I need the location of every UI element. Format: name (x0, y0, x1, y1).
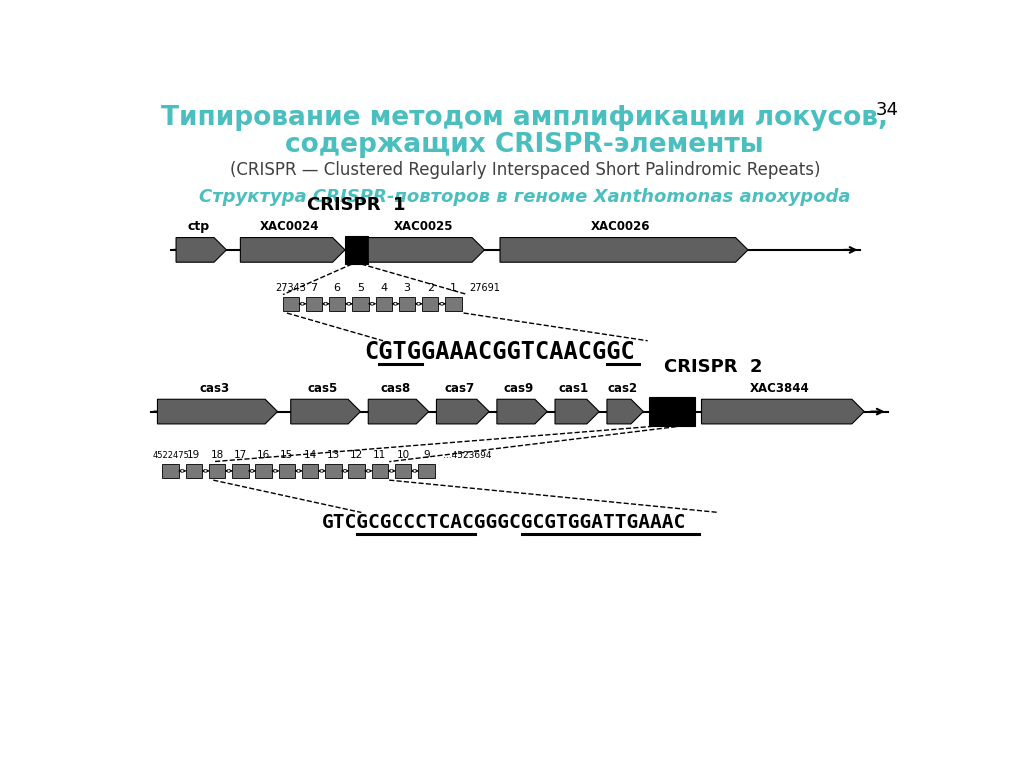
Text: cas7: cas7 (444, 382, 475, 395)
Bar (279, 464, 295, 478)
Text: Структура CRISPR-повторов в геноме Xanthomonas anoxypoda: Структура CRISPR-повторов в геноме Xanth… (199, 188, 851, 206)
Text: 14: 14 (303, 450, 316, 460)
Bar (345, 235, 369, 264)
Polygon shape (436, 400, 489, 424)
Text: CGTGGAAACGGTCAACGGC: CGTGGAAACGGTCAACGGC (365, 340, 635, 364)
Text: cas9: cas9 (504, 382, 535, 395)
Text: 1: 1 (450, 283, 457, 293)
Text: 18: 18 (211, 450, 224, 460)
Text: cas8: cas8 (380, 382, 411, 395)
Bar (348, 464, 365, 478)
Text: cas1: cas1 (559, 382, 589, 395)
Text: XAC0024: XAC0024 (260, 220, 319, 233)
Text: 4: 4 (380, 283, 387, 293)
Text: 12: 12 (350, 450, 364, 460)
Text: GTCGCGCCCTCACGGGCGCGTGGATTGAAAC: GTCGCGCCCTCACGGGCGCGTGGATTGAAAC (322, 513, 686, 532)
Polygon shape (369, 238, 484, 262)
Bar (163, 464, 179, 478)
Bar (399, 297, 415, 311)
Text: 3: 3 (403, 283, 411, 293)
Text: 9: 9 (423, 450, 430, 460)
Bar (372, 464, 388, 478)
Polygon shape (500, 238, 748, 262)
Text: 15: 15 (281, 450, 294, 460)
Text: 2: 2 (427, 283, 434, 293)
Text: 27691: 27691 (469, 283, 500, 293)
Text: 34: 34 (877, 101, 899, 120)
Bar (326, 464, 342, 478)
Text: 17: 17 (233, 450, 247, 460)
Polygon shape (158, 400, 278, 424)
Bar (306, 297, 323, 311)
Text: 27343: 27343 (275, 283, 306, 293)
Polygon shape (701, 400, 864, 424)
Bar (422, 297, 438, 311)
Text: cas2: cas2 (607, 382, 637, 395)
Bar (255, 464, 271, 478)
Bar (376, 297, 392, 311)
Text: 13: 13 (327, 450, 340, 460)
Polygon shape (176, 238, 226, 262)
Text: 16: 16 (257, 450, 270, 460)
Text: содержащих CRISPR-элементы: содержащих CRISPR-элементы (286, 132, 764, 158)
Bar (283, 297, 299, 311)
Text: 10: 10 (396, 450, 410, 460)
Polygon shape (497, 400, 547, 424)
Text: cas3: cas3 (200, 382, 229, 395)
Bar (445, 297, 462, 311)
Polygon shape (291, 400, 360, 424)
Text: CRISPR  1: CRISPR 1 (307, 196, 406, 215)
Polygon shape (369, 400, 429, 424)
Bar (649, 397, 695, 426)
Text: 7: 7 (310, 283, 317, 293)
Text: cas5: cas5 (307, 382, 338, 395)
Polygon shape (555, 400, 599, 424)
Text: ctp: ctp (187, 220, 209, 233)
Bar (329, 297, 345, 311)
Polygon shape (241, 238, 345, 262)
Text: 6: 6 (334, 283, 341, 293)
Text: 4522475: 4522475 (153, 451, 189, 460)
Text: XAC0025: XAC0025 (393, 220, 453, 233)
Text: 19: 19 (187, 450, 201, 460)
Text: 5: 5 (357, 283, 364, 293)
Text: XAC0026: XAC0026 (591, 220, 650, 233)
Text: 11: 11 (374, 450, 386, 460)
Text: Типирование методом амплификации локусов,: Типирование методом амплификации локусов… (161, 105, 889, 131)
Text: ...4523694: ...4523694 (443, 451, 492, 460)
Text: CRISPR  2: CRISPR 2 (664, 358, 763, 376)
Text: XAC3844: XAC3844 (750, 382, 810, 395)
Bar (352, 297, 369, 311)
Polygon shape (607, 400, 643, 424)
Bar (418, 464, 434, 478)
Bar (302, 464, 318, 478)
Bar (185, 464, 202, 478)
Bar (395, 464, 412, 478)
Bar (209, 464, 225, 478)
Bar (232, 464, 249, 478)
Text: (CRISPR — Clustered Regularly Interspaced Short Palindromic Repeats): (CRISPR — Clustered Regularly Interspace… (229, 160, 820, 179)
